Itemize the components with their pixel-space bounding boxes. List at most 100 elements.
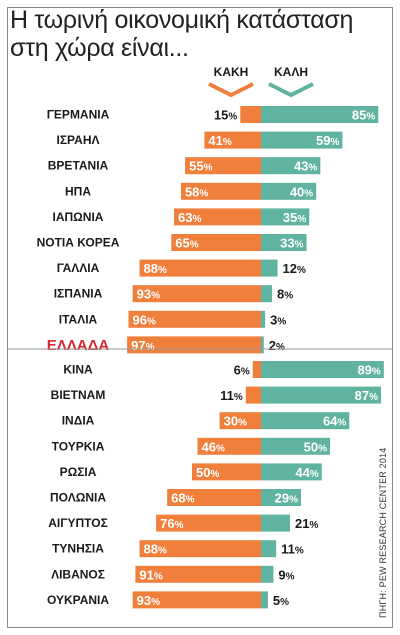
chart-row: ΒΙΕΤΝΑΜ 11% 87%: [51, 386, 382, 404]
bar-bad: [245, 386, 261, 404]
bar-good: [261, 336, 264, 354]
value-label-bad: 11%: [220, 388, 243, 403]
chart-row: ΕΛΛΑΔΑ 97% 2%: [47, 336, 285, 354]
value-label-good: 33%: [280, 236, 303, 251]
country-label: ΤΟΥΡΚΙΑ: [52, 439, 105, 453]
country-label: ΕΛΛΑΔΑ: [47, 337, 110, 354]
chart-row: ΗΠΑ 58% 40%: [65, 182, 317, 200]
bar-good: [261, 361, 384, 378]
value-label-good: 8%: [277, 287, 293, 302]
country-label: ΒΡΕΤΑΝΙΑ: [48, 159, 109, 173]
bar-good: [261, 437, 330, 455]
chart-row: ΠΟΛΩΝΙΑ 68% 29%: [50, 489, 302, 506]
bar-good: [261, 131, 343, 149]
title-line-1: Η τωρινή οικονομική κατάσταση: [10, 6, 354, 34]
country-label: ΙΣΡΑΗΛ: [57, 133, 100, 147]
legend-bad: ΚΑΚΗ: [208, 65, 254, 98]
value-label-bad: 50%: [196, 465, 219, 480]
chart-row: ΙΣΡΑΗΛ 41% 59%: [57, 131, 343, 149]
bar-bad: [252, 361, 261, 378]
bar-good: [261, 310, 266, 328]
value-label-bad: 88%: [144, 261, 167, 276]
value-label-bad: 88%: [144, 542, 167, 557]
bar-good: [261, 463, 322, 481]
bar-bad: [139, 259, 261, 277]
bar-bad: [197, 437, 261, 455]
chart-row: ΓΕΡΜΑΝΙΑ 15% 85%: [47, 106, 379, 123]
chart-row: ΙΤΑΛΙΑ 96% 3%: [59, 310, 286, 328]
value-label-good: 12%: [283, 261, 306, 276]
chart-row: ΚΙΝΑ 6% 89%: [63, 361, 384, 378]
value-label-bad: 68%: [171, 491, 194, 506]
chart-row: ΝΟΤΙΑ ΚΟΡΕΑ 65% 33%: [37, 234, 307, 251]
bar-good: [261, 386, 382, 404]
value-label-bad: 93%: [137, 593, 160, 608]
value-label-good: 29%: [275, 491, 298, 506]
value-label-bad: 55%: [189, 159, 212, 174]
country-label: ΠΟΛΩΝΙΑ: [50, 491, 106, 505]
bar-bad: [132, 285, 261, 303]
chart-row: ΤΟΥΡΚΙΑ 46% 50%: [52, 437, 330, 455]
bar-bad: [174, 208, 261, 226]
value-label-bad: 30%: [224, 414, 247, 429]
bar-bad: [204, 131, 261, 149]
chart-frame: [7, 7, 393, 628]
country-label: ΡΩΣΙΑ: [60, 465, 97, 479]
country-label: ΓΑΛΛΙΑ: [57, 261, 100, 275]
bar-good: [261, 514, 290, 532]
country-label: ΟΥΚΡΑΝΙΑ: [47, 593, 109, 607]
value-label-bad: 46%: [202, 439, 225, 454]
value-label-good: 89%: [357, 363, 380, 378]
value-label-bad: 65%: [175, 236, 198, 251]
bar-bad: [128, 310, 261, 328]
chevron-down-icon: [268, 82, 314, 98]
value-label-good: 5%: [273, 593, 289, 608]
chart-row: ΟΥΚΡΑΝΙΑ 93% 5%: [47, 591, 289, 609]
bar-good: [261, 412, 350, 430]
country-label: ΗΠΑ: [65, 184, 91, 198]
value-label-good: 3%: [270, 312, 286, 327]
value-label-bad: 96%: [133, 312, 156, 327]
bar-bad: [135, 565, 261, 583]
legend-bad-label: ΚΑΚΗ: [214, 65, 249, 79]
bar-good: [261, 285, 273, 303]
bar-bad: [139, 540, 261, 558]
chart-row: ΑΙΓΥΠΤΟΣ 76% 21%: [48, 514, 318, 532]
value-label-bad: 15%: [214, 108, 237, 123]
value-label-good: 50%: [304, 439, 327, 454]
bar-good: [261, 489, 302, 506]
value-label-bad: 76%: [160, 516, 183, 531]
value-label-good: 44%: [295, 465, 318, 480]
country-label: ΓΕΡΜΑΝΙΑ: [47, 108, 110, 122]
country-label: ΑΙΓΥΠΤΟΣ: [48, 516, 108, 530]
chart-title: Η τωρινή οικονομική κατάσταση στη χώρα ε…: [10, 6, 380, 62]
value-label-bad: 41%: [208, 133, 231, 148]
bar-good: [261, 182, 317, 200]
bar-bad: [192, 463, 261, 481]
chevron-down-icon: [208, 82, 254, 98]
value-label-bad: 63%: [178, 210, 201, 225]
chart-row: ΙΝΔΙΑ 30% 64%: [62, 412, 350, 430]
legend-good: ΚΑΛΗ: [268, 65, 314, 98]
country-label: ΙΤΑΛΙΑ: [59, 312, 98, 326]
value-label-good: 40%: [290, 184, 313, 199]
value-label-good: 35%: [283, 210, 306, 225]
value-label-good: 21%: [295, 516, 318, 531]
chart-row: ΤΥΝΗΣΙΑ 88% 11%: [52, 540, 304, 558]
country-label: ΙΑΠΩΝΙΑ: [53, 210, 104, 224]
bar-bad: [180, 182, 261, 200]
bar-bad: [171, 234, 261, 251]
title-line-2: στη χώρα είναι...: [10, 34, 189, 62]
chart-row: ΓΑΛΛΙΑ 88% 12%: [57, 259, 306, 277]
chart-row: ΡΩΣΙΑ 50% 44%: [60, 463, 322, 481]
value-label-good: 87%: [355, 388, 378, 403]
chart-row: ΒΡΕΤΑΝΙΑ 55% 43%: [48, 157, 321, 175]
bar-bad: [156, 514, 261, 532]
value-label-good: 9%: [278, 567, 294, 582]
bar-good: [261, 208, 310, 226]
source-note: ΠΗΓΗ: PEW RESEARCH CENTER 2014: [378, 448, 388, 619]
value-label-good: 59%: [316, 133, 339, 148]
bar-good: [261, 234, 307, 251]
bar-good: [261, 591, 268, 609]
